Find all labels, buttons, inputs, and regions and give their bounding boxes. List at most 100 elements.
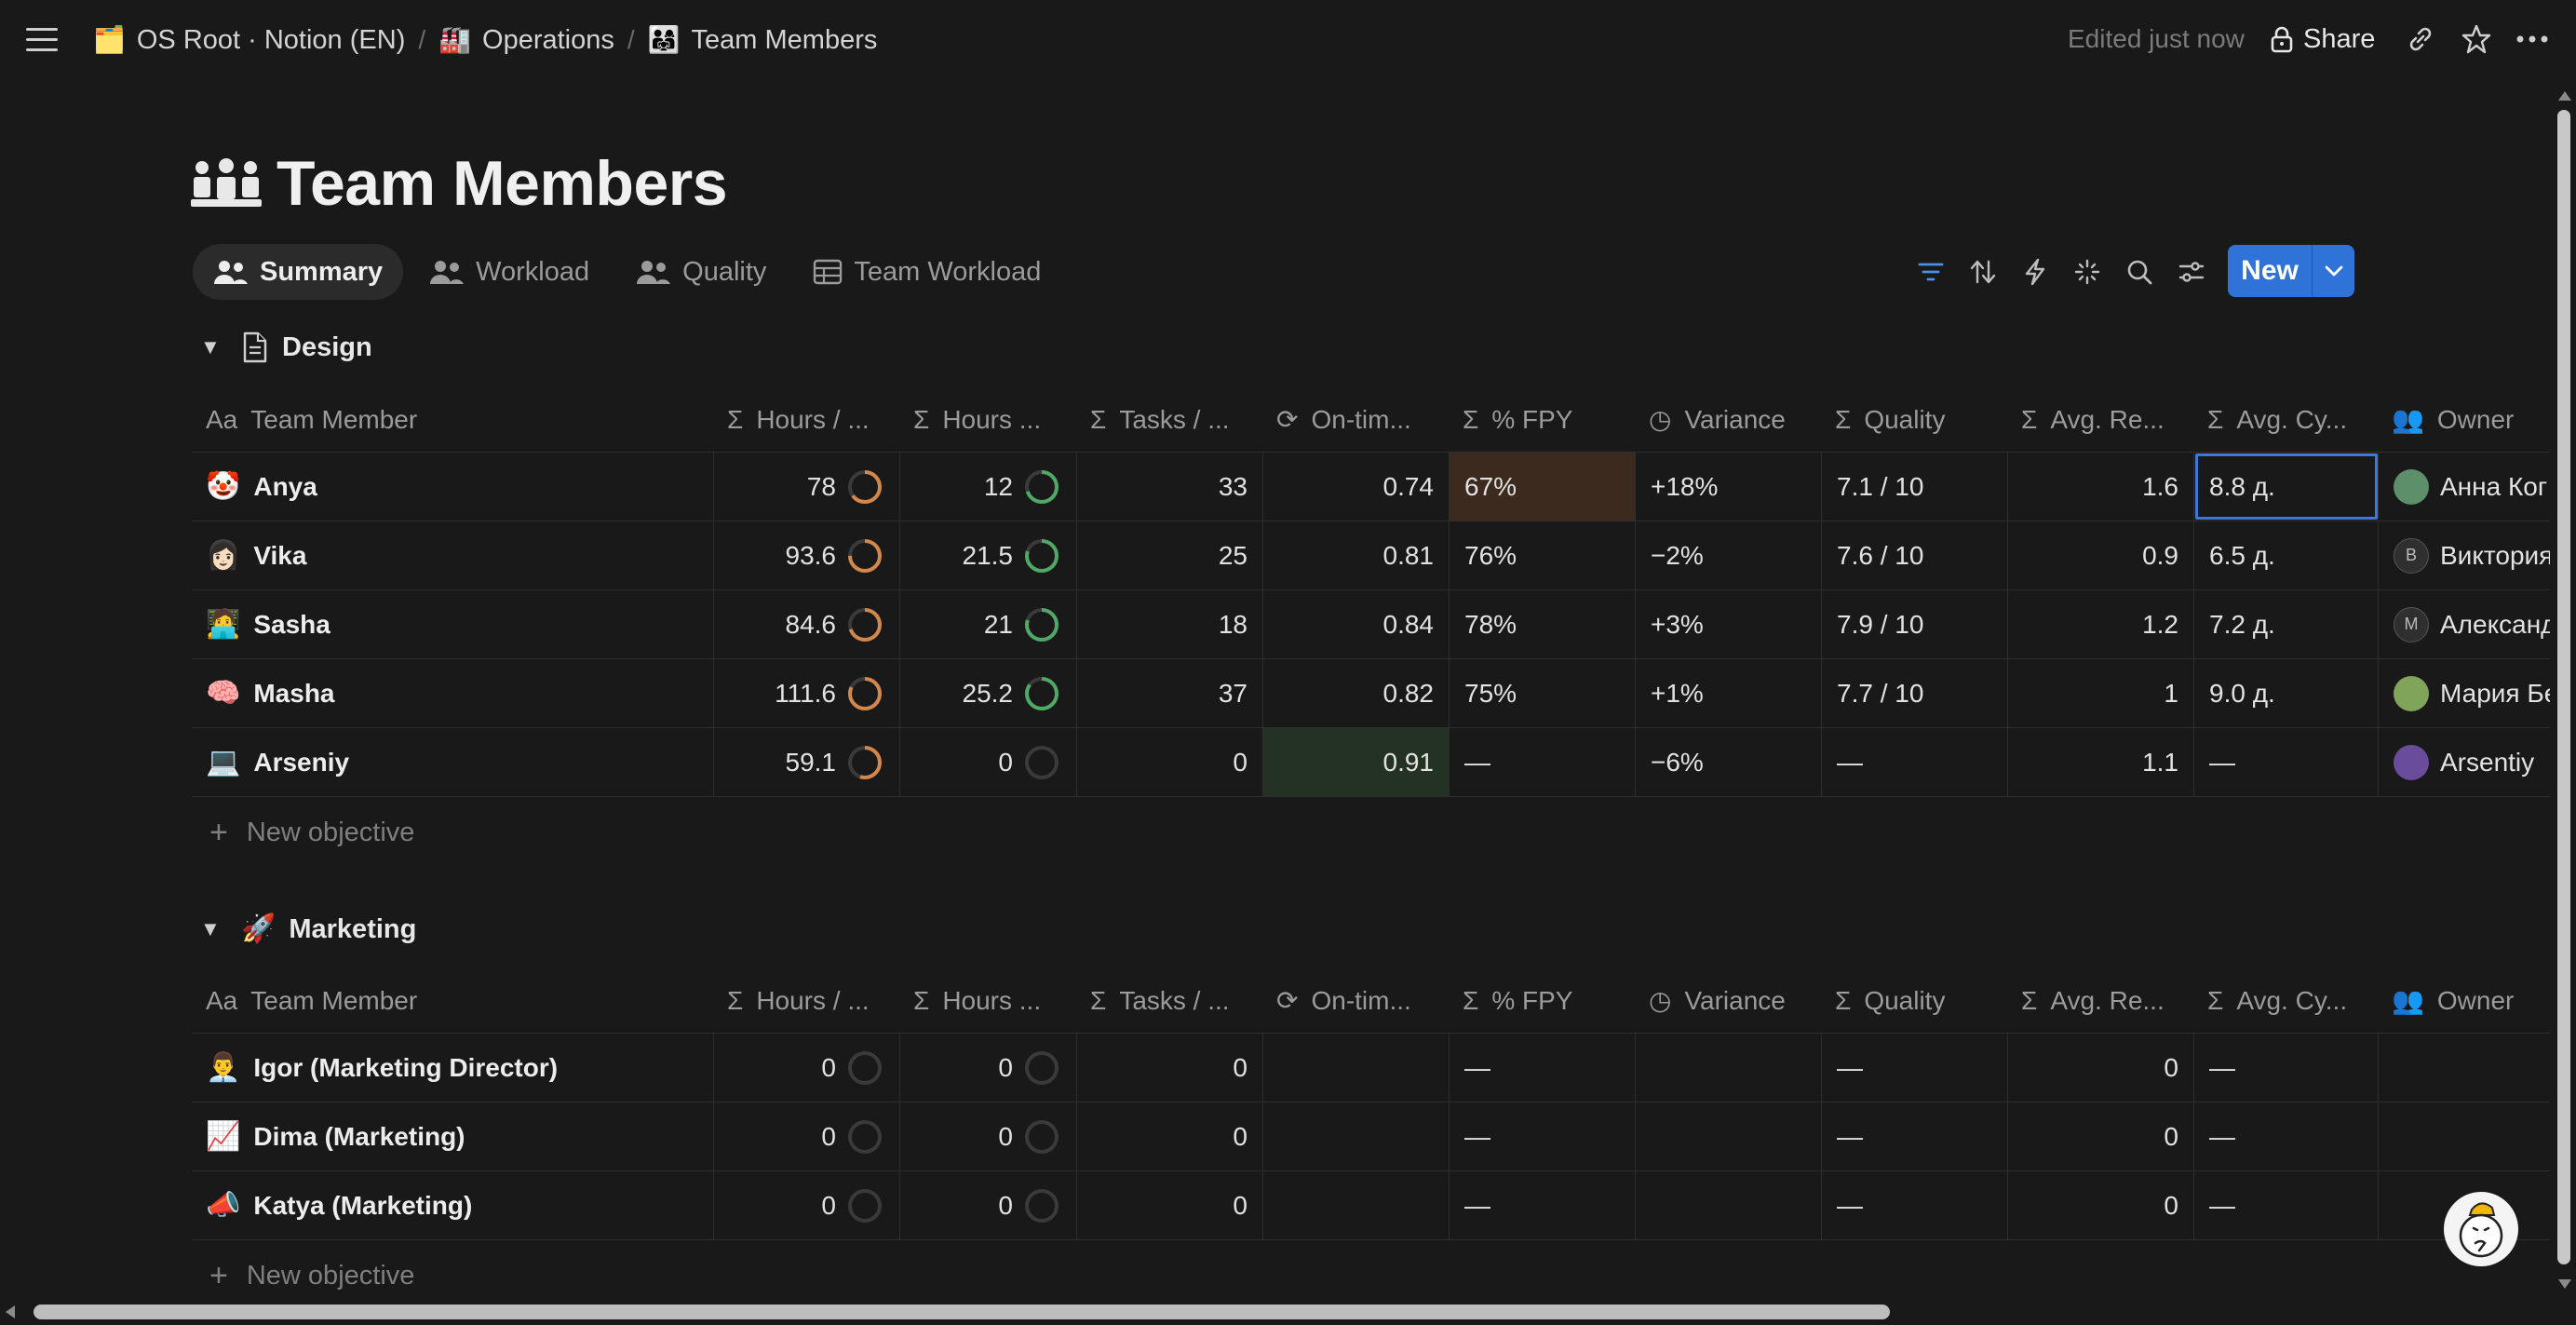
- avg-review-cell[interactable]: 0.9: [2008, 521, 2194, 589]
- member-name[interactable]: Dima (Marketing): [253, 1121, 465, 1151]
- breadcrumb-root[interactable]: 🗂️ OS Root · Notion (EN): [86, 21, 412, 60]
- column-header-avg-review[interactable]: Σ Avg. Re...: [2008, 387, 2194, 452]
- quality-cell[interactable]: —: [1822, 1102, 2008, 1170]
- sort-icon[interactable]: [1962, 251, 2003, 292]
- variance-cell[interactable]: [1636, 1171, 1822, 1239]
- sidebar-menu-icon[interactable]: [26, 22, 63, 56]
- tab-summary[interactable]: Summary: [193, 244, 404, 300]
- tab-workload[interactable]: Workload: [409, 244, 610, 300]
- avg-cycle-cell[interactable]: 6.5 д.: [2194, 521, 2379, 589]
- column-header-avg-review[interactable]: Σ Avg. Re...: [2008, 968, 2194, 1033]
- hours-cell[interactable]: 0: [900, 1171, 1077, 1239]
- column-header-hours[interactable]: Σ Hours ...: [900, 968, 1077, 1033]
- team-member-cell[interactable]: 🧠 Masha: [193, 659, 714, 727]
- on-time-cell[interactable]: 0.81: [1263, 521, 1450, 589]
- scroll-down-arrow-icon[interactable]: [2558, 1279, 2571, 1289]
- column-header-on-time[interactable]: ⟳ On-tim...: [1263, 387, 1450, 452]
- scroll-left-arrow-icon[interactable]: [6, 1305, 15, 1318]
- hours-per-cell[interactable]: 93.6: [714, 521, 900, 589]
- fpy-cell[interactable]: 78%: [1450, 590, 1636, 658]
- more-options-icon[interactable]: [2514, 20, 2551, 58]
- tasks-per-cell[interactable]: 0: [1077, 1034, 1263, 1102]
- breadcrumb-current[interactable]: 👨‍👩‍👧 Team Members: [641, 21, 885, 60]
- team-member-cell[interactable]: 💻 Arseniy: [193, 728, 714, 796]
- tab-quality[interactable]: Quality: [615, 244, 787, 300]
- automation-icon[interactable]: [2015, 251, 2056, 292]
- collapse-triangle-icon[interactable]: ▼: [200, 335, 221, 358]
- tasks-per-cell[interactable]: 37: [1077, 659, 1263, 727]
- owner-cell[interactable]: Анна Ког: [2379, 453, 2550, 521]
- hours-per-cell[interactable]: 0: [714, 1034, 900, 1102]
- tasks-per-cell[interactable]: 0: [1077, 1171, 1263, 1239]
- fpy-cell[interactable]: —: [1450, 1171, 1636, 1239]
- hours-cell[interactable]: 0: [900, 728, 1077, 796]
- hours-per-cell[interactable]: 111.6: [714, 659, 900, 727]
- hours-per-cell[interactable]: 0: [714, 1171, 900, 1239]
- horizontal-scrollbar[interactable]: [0, 1300, 2576, 1325]
- table-row[interactable]: 👨‍💼 Igor (Marketing Director) 0 0 0 — — 0 —: [193, 1034, 2550, 1102]
- hours-per-cell[interactable]: 84.6: [714, 590, 900, 658]
- fpy-cell[interactable]: —: [1450, 1034, 1636, 1102]
- column-header-avg-cycle[interactable]: Σ Avg. Cy...: [2194, 968, 2379, 1033]
- column-header-quality[interactable]: Σ Quality: [1822, 387, 2008, 452]
- column-header-team-member[interactable]: Aa Team Member: [193, 387, 714, 452]
- scroll-up-arrow-icon[interactable]: [2558, 91, 2571, 101]
- avg-review-cell[interactable]: 0: [2008, 1034, 2194, 1102]
- avg-cycle-cell[interactable]: —: [2194, 1102, 2379, 1170]
- column-header-team-member[interactable]: Aa Team Member: [193, 968, 714, 1033]
- fpy-cell[interactable]: 76%: [1450, 521, 1636, 589]
- avg-review-cell[interactable]: 0: [2008, 1102, 2194, 1170]
- quality-cell[interactable]: —: [1822, 1171, 2008, 1239]
- new-button[interactable]: New: [2241, 255, 2299, 286]
- fpy-cell[interactable]: 75%: [1450, 659, 1636, 727]
- on-time-cell[interactable]: [1263, 1171, 1450, 1239]
- team-member-cell[interactable]: 🤡 Anya: [193, 453, 714, 521]
- avg-review-cell[interactable]: 1.1: [2008, 728, 2194, 796]
- on-time-cell[interactable]: [1263, 1102, 1450, 1170]
- avg-review-cell[interactable]: 0: [2008, 1171, 2194, 1239]
- on-time-cell[interactable]: 0.82: [1263, 659, 1450, 727]
- column-header-variance[interactable]: ◷ Variance: [1636, 968, 1822, 1033]
- table-row[interactable]: 💻 Arseniy 59.1 0 0 0.91 — −6% — 1.1 — Arsentiy: [193, 728, 2550, 797]
- avg-review-cell[interactable]: 1.6: [2008, 453, 2194, 521]
- column-header-owner[interactable]: 👥 Owner: [2379, 968, 2550, 1033]
- owner-cell[interactable]: B Виктория: [2379, 521, 2550, 589]
- quality-cell[interactable]: 7.6 / 10: [1822, 521, 2008, 589]
- new-objective-button[interactable]: + New objective: [209, 804, 414, 860]
- notion-ai-helper-button[interactable]: [2444, 1192, 2518, 1266]
- breadcrumb-operations[interactable]: 🏭 Operations: [431, 21, 622, 60]
- group-header-marketing[interactable]: ▼ 🚀 Marketing: [200, 906, 416, 953]
- variance-cell[interactable]: +18%: [1636, 453, 1822, 521]
- owner-cell[interactable]: Мария Бе: [2379, 659, 2550, 727]
- variance-cell[interactable]: −6%: [1636, 728, 1822, 796]
- avg-cycle-cell[interactable]: —: [2194, 1171, 2379, 1239]
- column-header-on-time[interactable]: ⟳ On-tim...: [1263, 968, 1450, 1033]
- hours-cell[interactable]: 21: [900, 590, 1077, 658]
- tasks-per-cell[interactable]: 0: [1077, 1102, 1263, 1170]
- owner-cell[interactable]: [2379, 1102, 2550, 1170]
- hours-per-cell[interactable]: 0: [714, 1102, 900, 1170]
- column-header-fpy[interactable]: Σ % FPY: [1450, 387, 1636, 452]
- quality-cell[interactable]: 7.1 / 10: [1822, 453, 2008, 521]
- on-time-cell[interactable]: 0.74: [1263, 453, 1450, 521]
- vertical-scroll-thumb[interactable]: [2557, 110, 2570, 1264]
- on-time-cell[interactable]: [1263, 1034, 1450, 1102]
- tasks-per-cell[interactable]: 18: [1077, 590, 1263, 658]
- variance-cell[interactable]: [1636, 1034, 1822, 1102]
- table-row[interactable]: 🤡 Anya 78 12 33 0.74 67% +18% 7.1 / 10 1.6 8.8 д. А…: [193, 453, 2550, 521]
- table-row[interactable]: 📣 Katya (Marketing) 0 0 0 — — 0 —: [193, 1171, 2550, 1240]
- member-name[interactable]: Sasha: [253, 609, 330, 639]
- column-header-tasks-per[interactable]: Σ Tasks / ...: [1077, 387, 1263, 452]
- quality-cell[interactable]: —: [1822, 1034, 2008, 1102]
- hours-cell[interactable]: 0: [900, 1034, 1077, 1102]
- horizontal-scroll-thumb[interactable]: [34, 1305, 1890, 1319]
- owner-cell[interactable]: Arsentiy: [2379, 728, 2550, 796]
- avg-cycle-cell[interactable]: 8.8 д.: [2194, 453, 2379, 521]
- fpy-cell[interactable]: —: [1450, 1102, 1636, 1170]
- share-button[interactable]: Share: [2270, 17, 2375, 61]
- new-dropdown-button[interactable]: [2312, 245, 2354, 297]
- variance-cell[interactable]: −2%: [1636, 521, 1822, 589]
- avg-cycle-cell[interactable]: 9.0 д.: [2194, 659, 2379, 727]
- member-name[interactable]: Vika: [253, 540, 307, 570]
- column-header-avg-cycle[interactable]: Σ Avg. Cy...: [2194, 387, 2379, 452]
